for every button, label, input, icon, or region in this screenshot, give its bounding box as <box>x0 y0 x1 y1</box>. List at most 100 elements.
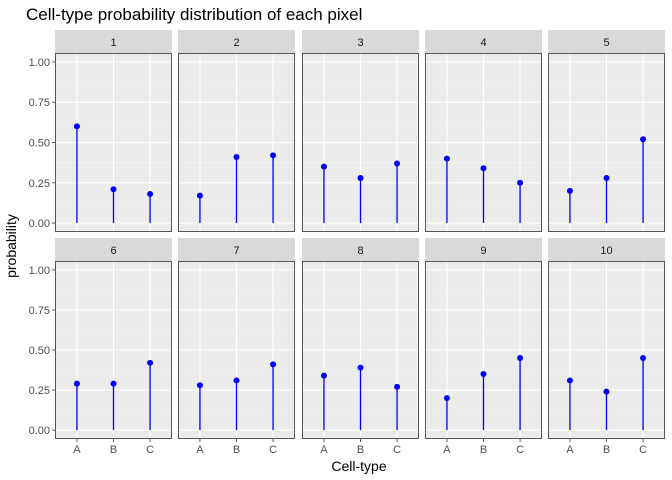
lollipop-point <box>110 380 117 387</box>
facet-strip <box>425 30 542 53</box>
facet-strip-label: 8 <box>357 245 363 257</box>
lollipop-point <box>640 136 647 143</box>
lollipop-point <box>603 388 610 395</box>
x-tick-label: A <box>566 444 574 456</box>
lollipop-point <box>270 152 277 159</box>
facet-strip <box>548 30 665 53</box>
facet-border <box>302 53 419 232</box>
lollipop-point <box>566 377 573 384</box>
chart-title: Cell-type probability distribution of ea… <box>26 5 362 24</box>
x-tick-label: B <box>357 444 364 456</box>
lollipop-point <box>320 372 327 379</box>
lollipop-point <box>233 153 240 160</box>
lollipop-point <box>394 383 401 390</box>
facet-strip-label: 2 <box>233 37 239 49</box>
y-tick-label: 0.25 <box>29 385 50 397</box>
x-tick-label: C <box>516 444 524 456</box>
x-tick-label: C <box>146 444 154 456</box>
facet-3: 3 <box>302 30 419 232</box>
facet-border <box>302 261 419 439</box>
lollipop-point <box>73 123 80 130</box>
lollipop-point <box>394 160 401 167</box>
lollipop-point <box>480 165 487 172</box>
facet-border <box>548 53 665 232</box>
lollipop-point <box>110 186 117 193</box>
facet-2: 2 <box>178 30 295 232</box>
facet-strip <box>302 30 419 53</box>
y-tick-label: 0.00 <box>29 425 50 437</box>
lollipop-point <box>603 174 610 181</box>
x-tick-label: C <box>639 444 647 456</box>
y-tick-label: 1.00 <box>29 57 50 69</box>
y-tick-label: 0.50 <box>29 138 50 150</box>
x-tick-label: B <box>480 444 487 456</box>
facet-strip-label: 3 <box>357 37 363 49</box>
lollipop-point <box>443 155 450 162</box>
lollipop-point <box>357 364 364 371</box>
facet-1: 1 0.00 0.25 0.50 0.75 1.00 <box>29 30 172 232</box>
facet-strip-label: 1 <box>110 37 116 49</box>
facet-border <box>425 53 542 232</box>
lollipop-point <box>517 179 524 186</box>
facet-strip <box>302 238 419 261</box>
lollipop-point <box>320 163 327 170</box>
y-tick-label: 0.50 <box>29 345 50 357</box>
facet-border <box>178 53 295 232</box>
facet-strip-label: 4 <box>480 37 486 49</box>
x-tick-label: B <box>603 444 610 456</box>
y-axis-title: probability <box>3 214 19 278</box>
x-tick-label: C <box>393 444 401 456</box>
lollipop-point <box>73 380 80 387</box>
lollipop-point <box>640 355 647 362</box>
facet-border <box>55 53 172 232</box>
lollipop-point <box>357 174 364 181</box>
lollipop-point <box>480 371 487 378</box>
x-tick-label: A <box>196 444 204 456</box>
x-tick-label: A <box>73 444 81 456</box>
facet-8: 8 A B C <box>302 238 419 456</box>
facet-border <box>425 261 542 439</box>
y-tick-label: 0.00 <box>29 218 50 230</box>
lollipop-point <box>196 192 203 199</box>
facet-9: 9 A B C <box>425 238 542 456</box>
facet-grid: 1 0.00 0.25 0.50 0.75 1.00 2 3 4 5 6 0.00 0.25 0.50 0.… <box>29 30 665 456</box>
x-tick-label: C <box>269 444 277 456</box>
facet-10: 10 A B C <box>548 238 665 456</box>
facet-strip-label: 5 <box>603 37 609 49</box>
facet-4: 4 <box>425 30 542 232</box>
facet-strip-label: 9 <box>480 245 486 257</box>
lollipop-point <box>147 191 154 198</box>
x-tick-label: A <box>320 444 328 456</box>
facet-strip <box>425 238 542 261</box>
y-tick-label: 0.75 <box>29 305 50 317</box>
x-tick-label: B <box>110 444 117 456</box>
lollipop-point <box>147 359 154 366</box>
facet-5: 5 <box>548 30 665 232</box>
facet-6: 6 0.00 0.25 0.50 0.75 1.00 A B C <box>29 238 172 456</box>
facet-strip <box>178 30 295 53</box>
lollipop-point <box>196 382 203 389</box>
lollipop-point <box>233 377 240 384</box>
lollipop-point <box>566 187 573 194</box>
lollipop-point <box>270 361 277 368</box>
y-tick-label: 0.25 <box>29 178 50 190</box>
facet-strip <box>55 238 172 261</box>
x-axis-title: Cell-type <box>331 458 386 474</box>
lollipop-point <box>443 395 450 402</box>
facet-strip <box>55 30 172 53</box>
facet-strip-label: 7 <box>233 245 239 257</box>
facet-border <box>548 261 665 439</box>
facet-strip-label: 6 <box>110 245 116 257</box>
facet-7: 7 A B C <box>178 238 295 456</box>
y-tick-label: 1.00 <box>29 265 50 277</box>
lollipop-point <box>517 355 524 362</box>
facet-strip <box>548 238 665 261</box>
facet-strip <box>178 238 295 261</box>
facet-border <box>178 261 295 439</box>
facet-border <box>55 261 172 439</box>
x-tick-label: A <box>443 444 451 456</box>
x-tick-label: B <box>233 444 240 456</box>
y-tick-label: 0.75 <box>29 97 50 109</box>
facet-strip-label: 10 <box>600 245 612 257</box>
